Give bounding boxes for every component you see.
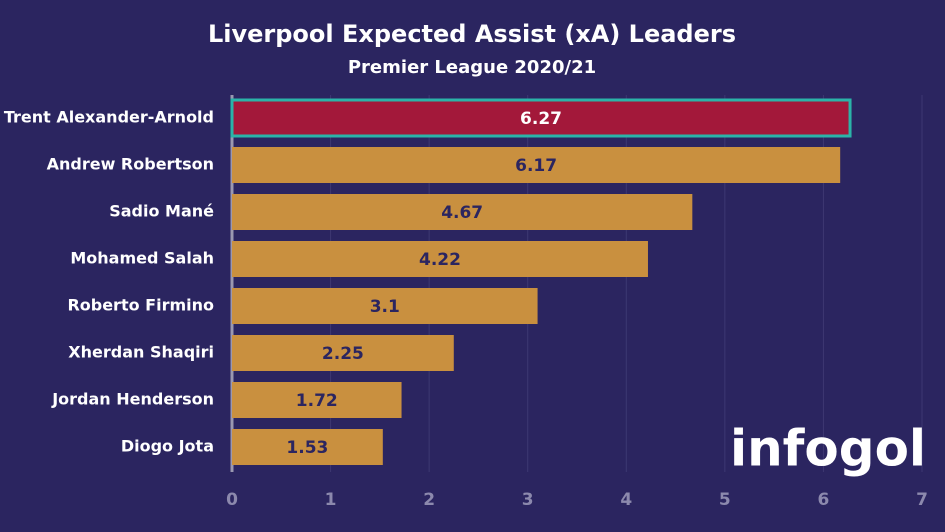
- x-tick-label: 7: [916, 490, 928, 510]
- y-tick-label: Xherdan Shaqiri: [68, 343, 214, 362]
- value-label: 1.53: [286, 438, 328, 458]
- y-tick-label: Andrew Robertson: [47, 155, 214, 174]
- value-label: 3.1: [370, 297, 400, 317]
- x-tick-label: 0: [226, 490, 238, 510]
- bar: [232, 194, 693, 230]
- y-tick-label: Roberto Firmino: [67, 296, 214, 315]
- x-tick-label: 3: [522, 490, 534, 510]
- chart-subtitle: Premier League 2020/21: [348, 57, 596, 78]
- value-label: 2.25: [322, 344, 364, 364]
- bar: [232, 147, 841, 183]
- value-label: 4.67: [441, 203, 483, 223]
- value-label: 4.22: [419, 250, 461, 270]
- value-label: 1.72: [296, 391, 338, 411]
- y-tick-label: Trent Alexander-Arnold: [4, 108, 214, 127]
- value-label: 6.17: [515, 156, 557, 176]
- bar: [232, 382, 402, 418]
- x-tick-label: 6: [818, 490, 830, 510]
- logo: infogol: [730, 420, 926, 478]
- y-tick-label: Diogo Jota: [121, 437, 214, 456]
- x-tick-label: 1: [325, 490, 337, 510]
- chart-title: Liverpool Expected Assist (xA) Leaders: [208, 20, 736, 48]
- value-label: 6.27: [520, 109, 562, 129]
- bar: [232, 241, 648, 277]
- y-tick-label: Jordan Henderson: [51, 390, 214, 409]
- bar: [230, 98, 852, 138]
- y-tick-label: Mohamed Salah: [70, 249, 214, 268]
- x-tick-label: 5: [719, 490, 731, 510]
- bar: [232, 288, 538, 324]
- bar: [232, 429, 383, 465]
- y-tick-label: Sadio Mané: [109, 202, 214, 221]
- x-tick-label: 4: [620, 490, 632, 510]
- bar: [232, 335, 454, 371]
- x-tick-label: 2: [423, 490, 435, 510]
